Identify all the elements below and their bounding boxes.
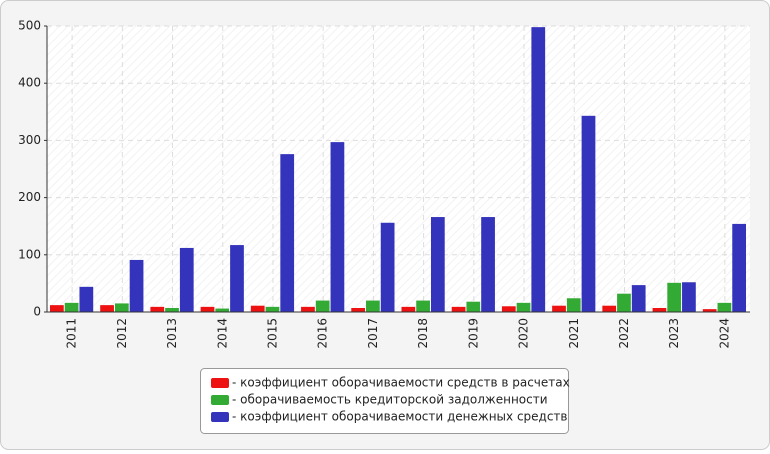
y-tick-label: 300 [18, 133, 41, 147]
bar [315, 300, 330, 312]
bar [301, 306, 315, 312]
bar [581, 115, 596, 312]
bar [64, 302, 79, 312]
bar [330, 142, 345, 312]
x-tick-label: 2019 [466, 318, 480, 349]
x-tick-label: 2013 [165, 318, 179, 349]
y-tick-label: 200 [18, 190, 41, 204]
bar [466, 301, 481, 312]
bar [516, 302, 531, 312]
x-tick-label: 2020 [517, 318, 531, 349]
legend-swatch [211, 412, 229, 422]
bar [501, 306, 516, 312]
y-tick-label: 0 [33, 305, 41, 319]
bar [280, 154, 295, 312]
bar [416, 300, 430, 312]
bar [114, 303, 129, 312]
bar [401, 306, 416, 312]
x-tick-label: 2015 [265, 318, 279, 349]
bar [702, 309, 717, 312]
x-tick-label: 2017 [366, 318, 380, 349]
bar [351, 307, 366, 312]
bar [732, 223, 746, 312]
bar [481, 217, 495, 312]
x-tick-label: 2024 [717, 318, 731, 349]
bar [430, 217, 445, 312]
x-tick-label: 2018 [416, 318, 430, 349]
bar [366, 300, 380, 312]
bar [531, 27, 546, 312]
bar [451, 306, 466, 312]
bar [250, 305, 265, 312]
bar [652, 307, 667, 312]
bar [230, 245, 244, 312]
bar [682, 282, 696, 312]
x-tick-label: 2014 [215, 318, 229, 349]
y-tick-label: 400 [18, 76, 41, 90]
legend-swatch [211, 395, 229, 405]
bar [667, 282, 682, 312]
y-tick-label: 100 [18, 247, 41, 261]
bar [602, 305, 617, 312]
bar [129, 259, 144, 312]
bar [200, 306, 215, 312]
x-tick-label: 2021 [567, 318, 581, 349]
x-tick-label: 2012 [115, 318, 129, 349]
plot-area [47, 26, 750, 312]
bar [617, 293, 631, 312]
x-tick-label: 2023 [667, 318, 681, 349]
legend-box [200, 368, 569, 434]
bar [79, 286, 94, 312]
bar [150, 306, 165, 312]
bar [552, 305, 566, 312]
bar [100, 305, 114, 312]
legend-label: - коэффициент оборачиваемости средств в … [232, 376, 570, 390]
legend-label: - оборачиваемость кредиторской задолженн… [232, 393, 548, 407]
bar [179, 247, 194, 312]
legend-label: - коэффициент оборачиваемости денежных с… [232, 410, 568, 424]
bar [215, 308, 230, 312]
bar [631, 285, 646, 312]
x-tick-label: 2022 [617, 318, 631, 349]
bar [265, 306, 280, 312]
bar [380, 222, 395, 312]
bar [566, 298, 581, 312]
x-tick-label: 2011 [65, 318, 79, 349]
bar [717, 302, 732, 312]
bar [165, 307, 179, 312]
bar [50, 305, 64, 312]
x-tick-label: 2016 [316, 318, 330, 349]
legend-swatch [211, 378, 229, 388]
y-tick-label: 500 [18, 19, 41, 33]
